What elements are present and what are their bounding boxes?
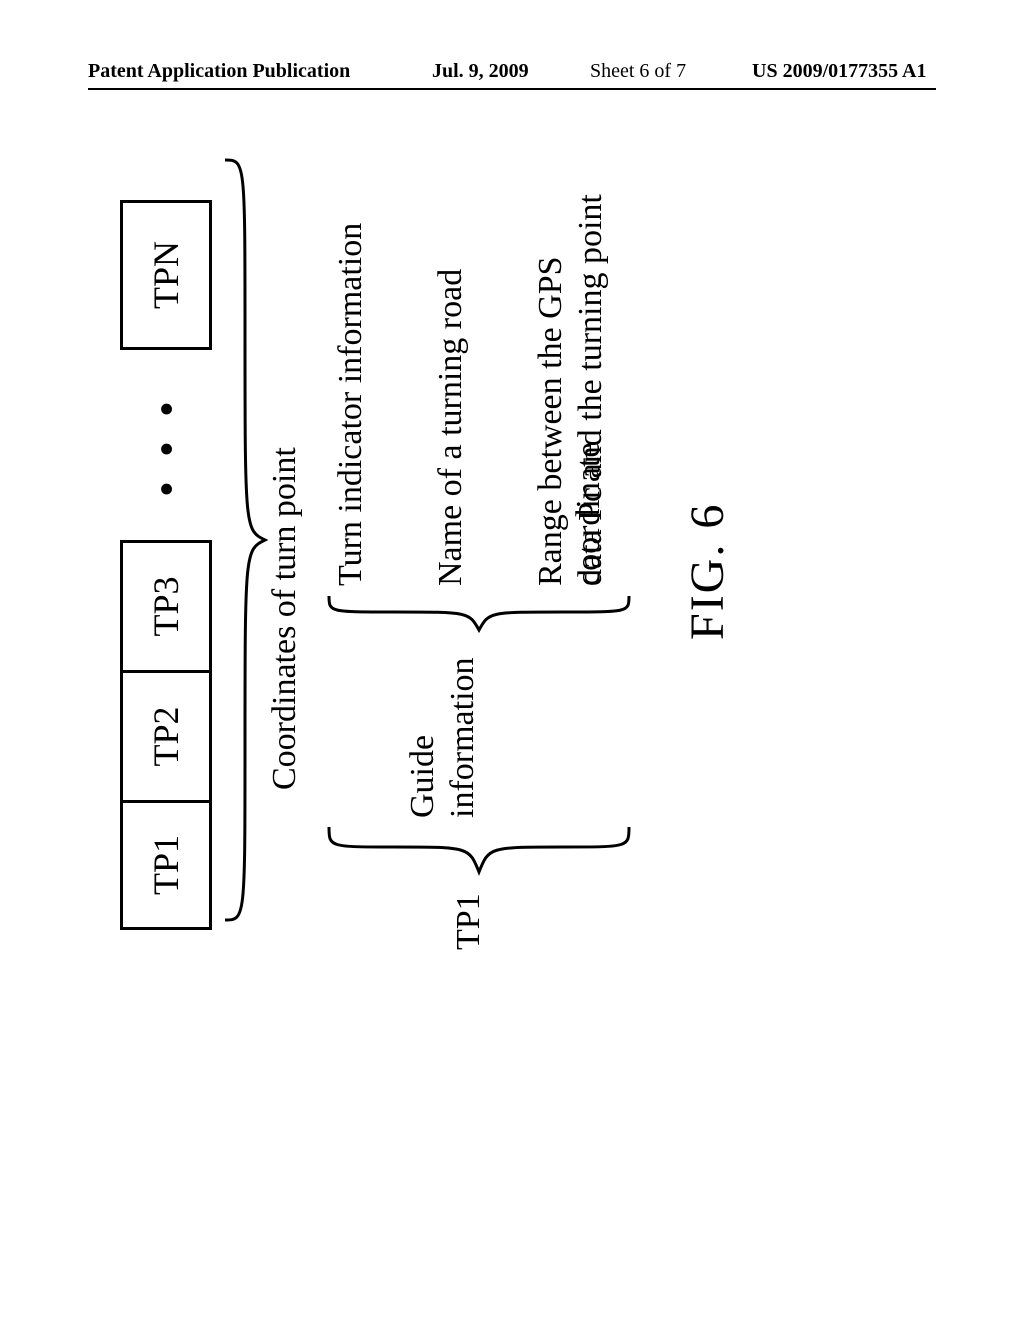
header-publication: Patent Application Publication: [88, 60, 350, 83]
figure-6: TP1 TP2 TP3 • • • TPN Coordinates of tur…: [120, 140, 1024, 940]
brace-top-svg: [220, 150, 270, 930]
brace-tp1-svg: [324, 822, 634, 882]
detail-line-4: data Pc and the turning point: [572, 194, 610, 586]
tp1-detail-label: TP1: [450, 893, 488, 950]
detail-line-2: Name of a turning road: [432, 269, 470, 586]
brace-tp1: [324, 822, 634, 882]
cell-tp1: TP1: [120, 800, 212, 930]
coord-label: Coordinates of turn point: [266, 447, 304, 790]
header-pubno: US 2009/0177355 A1: [752, 60, 926, 83]
tp-cell-row: TP1 TP2 TP3 • • • TPN: [120, 150, 212, 930]
cell-tp3: TP3: [120, 540, 212, 670]
brace-guide-svg: [324, 592, 634, 634]
page: Patent Application Publication Jul. 9, 2…: [0, 0, 1024, 1320]
brace-guide: [324, 592, 634, 634]
detail-line-1: Turn indicator information: [332, 223, 370, 586]
figure-caption: FIG. 6: [680, 503, 735, 640]
guide-label-1: Guide: [404, 735, 442, 818]
cell-tpn: TPN: [120, 200, 212, 350]
header-rule: [88, 88, 936, 90]
header-date: Jul. 9, 2009: [432, 60, 529, 83]
cell-tp2: TP2: [120, 670, 212, 800]
cell-dots: • • •: [143, 350, 190, 540]
guide-label-2: information: [444, 657, 482, 818]
brace-top: [220, 150, 270, 930]
header-sheet: Sheet 6 of 7: [590, 60, 686, 83]
